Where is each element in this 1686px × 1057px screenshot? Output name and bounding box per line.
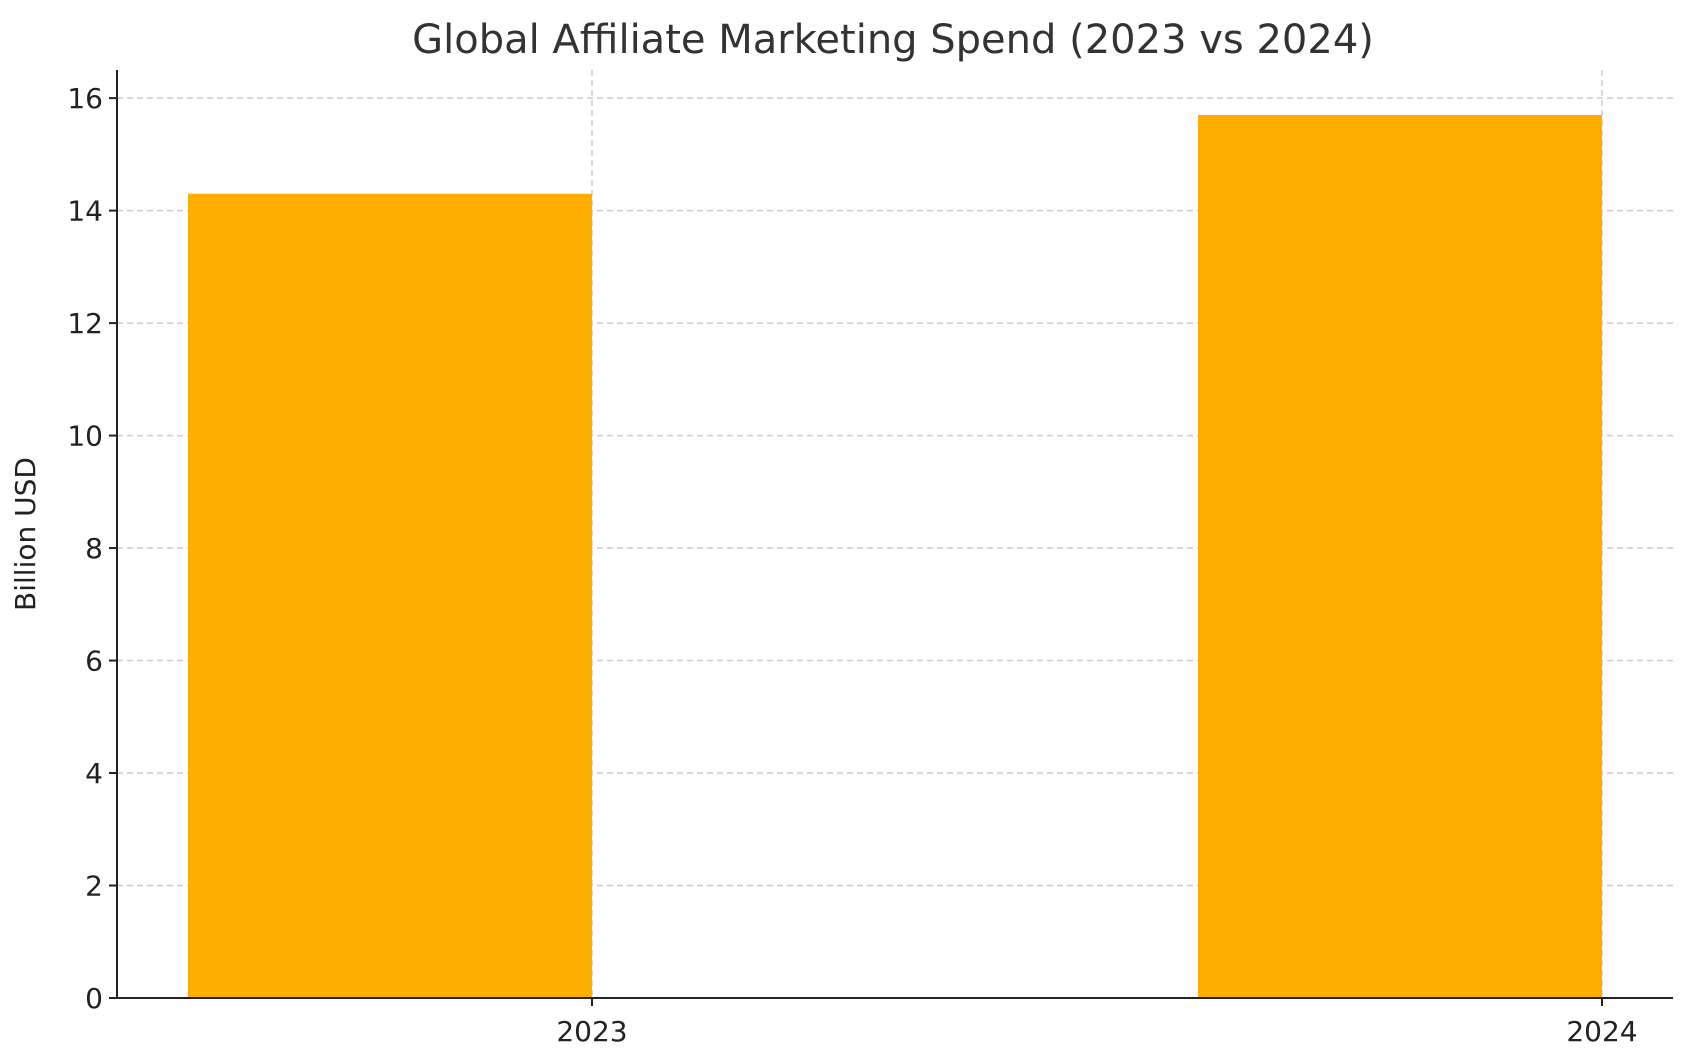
- y-tick-label-16: 16: [67, 82, 103, 115]
- bars-layer: [188, 114, 1602, 998]
- chart-title: Global Affiliate Marketing Spend (2023 v…: [412, 17, 1374, 63]
- y-tick-label-10: 10: [67, 420, 103, 453]
- bar-2024: [1198, 114, 1602, 998]
- y-tick-label-8: 8: [85, 532, 103, 565]
- y-tick-label-0: 0: [85, 982, 103, 1015]
- y-tick-label-4: 4: [85, 757, 103, 790]
- ticks-layer: 0 2 4 6 8 10 12 14 16 2023 2024: [67, 82, 1637, 1048]
- x-tick-label-2024: 2024: [1566, 1015, 1637, 1048]
- y-tick-label-14: 14: [67, 195, 103, 228]
- y-axis-label: Billion USD: [9, 457, 42, 611]
- y-tick-label-12: 12: [67, 307, 103, 340]
- y-tick-label-2: 2: [85, 870, 103, 903]
- x-tick-label-2023: 2023: [556, 1015, 627, 1048]
- axes-layer: [116, 70, 1673, 999]
- bar-2023: [188, 193, 592, 998]
- y-tick-label-6: 6: [85, 645, 103, 678]
